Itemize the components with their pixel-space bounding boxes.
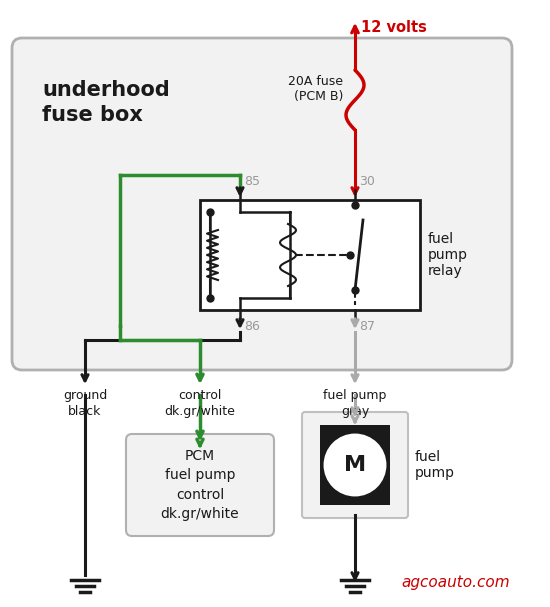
Text: M: M — [344, 455, 366, 475]
Bar — [200, 200, 420, 310]
Circle shape — [322, 433, 388, 498]
Text: ground
black: ground black — [63, 389, 107, 418]
Text: PCM
fuel pump
control
dk.gr/white: PCM fuel pump control dk.gr/white — [161, 449, 239, 521]
FancyBboxPatch shape — [126, 434, 274, 536]
Text: control
dk.gr/white: control dk.gr/white — [164, 389, 235, 418]
Text: 85: 85 — [244, 175, 260, 188]
Text: 12 volts: 12 volts — [361, 20, 427, 35]
Text: fuel
pump: fuel pump — [415, 450, 455, 480]
Text: 30: 30 — [359, 175, 375, 188]
Text: underhood
fuse box: underhood fuse box — [42, 80, 170, 125]
Text: fuel
pump
relay: fuel pump relay — [428, 232, 468, 278]
FancyBboxPatch shape — [302, 412, 408, 518]
Text: 87: 87 — [359, 320, 375, 333]
Text: fuel pump
gray: fuel pump gray — [323, 389, 387, 418]
Text: 86: 86 — [244, 320, 260, 333]
Bar — [320, 425, 390, 505]
Text: 20A fuse
(PCM B): 20A fuse (PCM B) — [288, 75, 343, 103]
Text: agcoauto.com: agcoauto.com — [402, 575, 510, 590]
FancyBboxPatch shape — [12, 38, 512, 370]
